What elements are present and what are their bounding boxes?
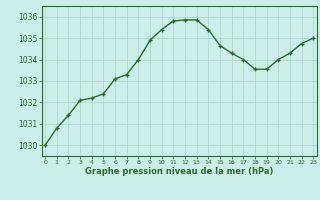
X-axis label: Graphe pression niveau de la mer (hPa): Graphe pression niveau de la mer (hPa)	[85, 167, 273, 176]
